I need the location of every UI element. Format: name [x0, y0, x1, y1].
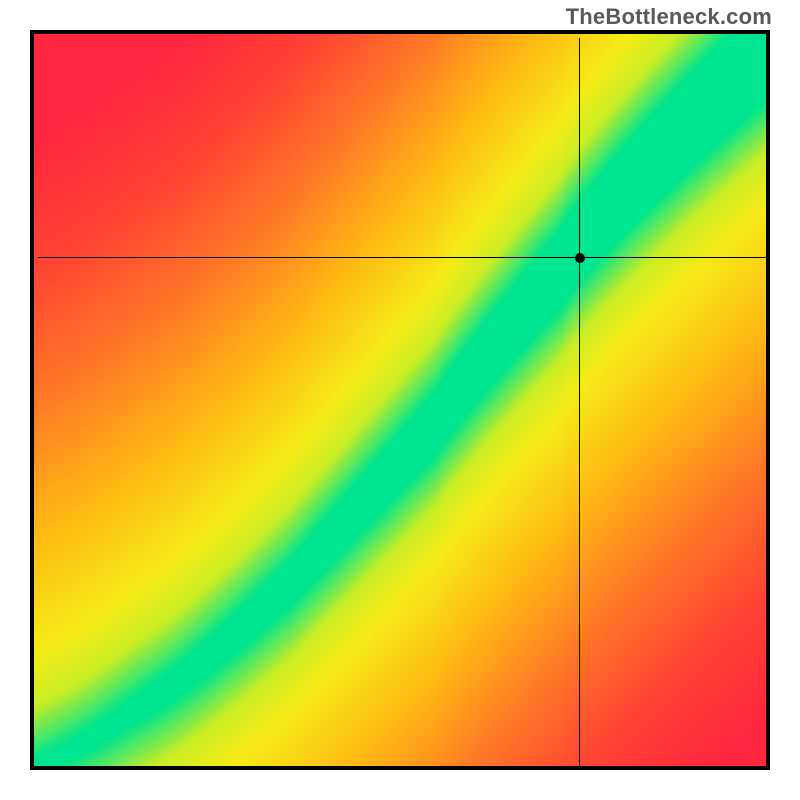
crosshair-vertical — [579, 38, 581, 770]
heatmap-canvas — [34, 34, 766, 766]
crosshair-horizontal — [38, 257, 770, 259]
chart-container: TheBottleneck.com — [0, 0, 800, 800]
plot-area — [30, 30, 770, 770]
intersection-marker — [575, 253, 585, 263]
watermark-text: TheBottleneck.com — [566, 4, 772, 30]
